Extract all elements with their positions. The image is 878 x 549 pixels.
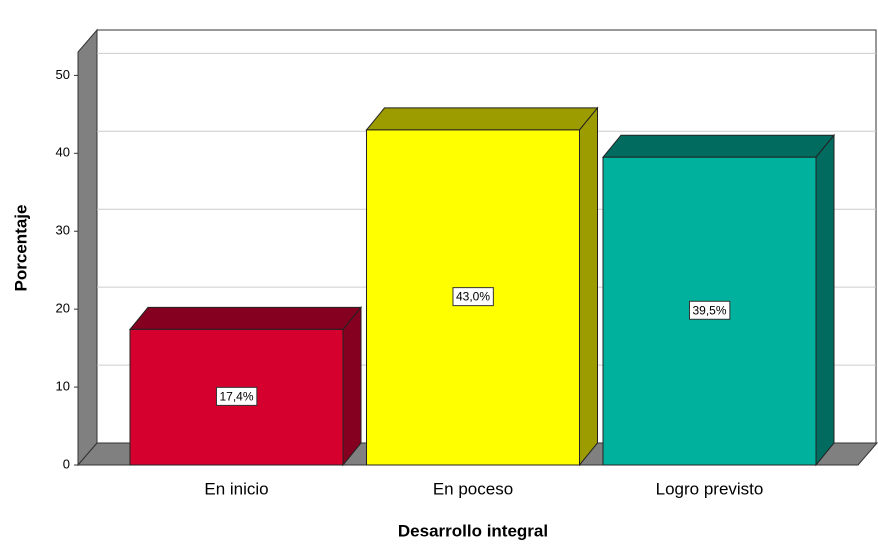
bar-side: [342, 306, 362, 467]
bar: [128, 306, 363, 467]
y-tick-label: 10: [56, 379, 70, 394]
y-axis-title: Porcentaje: [11, 205, 30, 292]
side-wall: [77, 28, 98, 467]
y-tick-label: 0: [63, 456, 70, 471]
value-label: 17,4%: [219, 389, 253, 403]
value-label-box: [688, 300, 731, 320]
y-tick-label: 50: [56, 67, 70, 82]
bar-top: [128, 306, 363, 330]
bar-side: [579, 106, 598, 467]
x-tick-label: En inicio: [204, 479, 268, 498]
bar: [365, 106, 599, 467]
value-label-box: [452, 287, 494, 307]
value-label: 43,0%: [456, 290, 490, 304]
bar-top: [365, 107, 599, 131]
y-tick-label: 20: [56, 301, 70, 316]
bar-side: [815, 133, 835, 467]
y-tick-label: 30: [56, 223, 70, 238]
value-label-box: [215, 386, 258, 406]
x-tick-label: En poceso: [433, 479, 513, 498]
y-tick-label: 40: [56, 145, 70, 160]
x-tick-label: Logro previsto: [656, 479, 764, 498]
x-axis-title: Desarrollo integral: [398, 521, 548, 540]
bar-top: [601, 134, 836, 158]
bar: [601, 133, 836, 467]
value-label: 39,5%: [692, 303, 726, 317]
